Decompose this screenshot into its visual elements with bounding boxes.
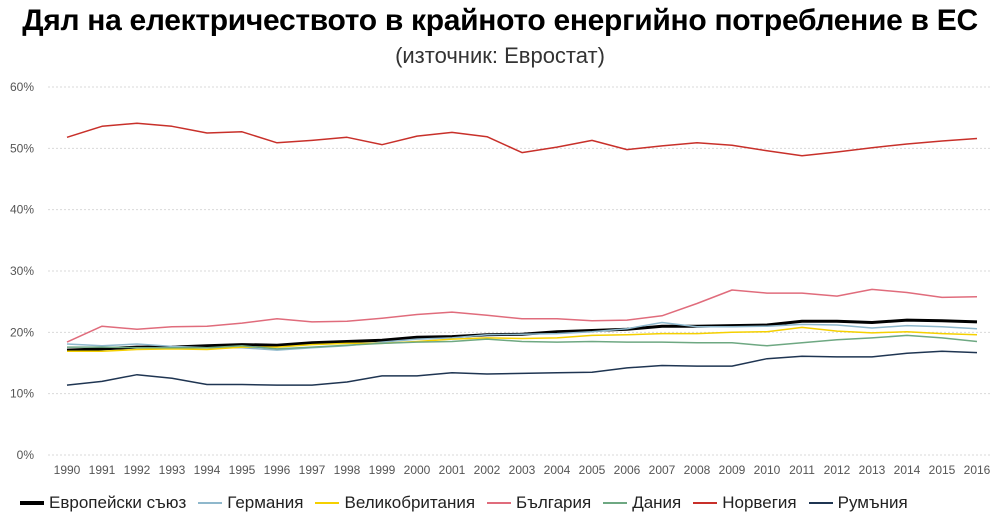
- x-tick-label: 1997: [299, 463, 326, 477]
- x-tick-label: 2008: [684, 463, 711, 477]
- y-tick-label: 20%: [10, 325, 34, 339]
- legend-swatch: [198, 502, 223, 504]
- x-tick-label: 2011: [789, 463, 815, 477]
- x-tick-label: 2004: [544, 463, 571, 477]
- legend-swatch: [487, 502, 512, 504]
- y-tick-label: 10%: [10, 387, 34, 401]
- x-tick-label: 2001: [439, 463, 466, 477]
- legend-item: Великобритания: [315, 493, 475, 513]
- x-tick-label: 2015: [929, 463, 956, 477]
- x-tick-label: 2009: [719, 463, 746, 477]
- legend-item: Румъния: [808, 493, 908, 513]
- x-tick-label: 1992: [124, 463, 151, 477]
- x-tick-label: 2006: [614, 463, 641, 477]
- legend-item: Дания: [603, 493, 681, 513]
- x-axis-ticks: 1990 1991 1992 1993 1994 1995 1996 1997 1998 1999…: [54, 463, 991, 477]
- x-tick-label: 1990: [54, 463, 81, 477]
- x-tick-label: 2007: [649, 463, 676, 477]
- legend-label: Европейски съюз: [49, 493, 187, 512]
- y-tick-label: 50%: [10, 141, 34, 155]
- chart-legend: Европейски съюз Германия Великобритания Бъл…: [20, 493, 990, 513]
- x-tick-label: 1993: [159, 463, 186, 477]
- series-line: [66, 288, 978, 343]
- legend-label: Великобритания: [344, 493, 476, 512]
- x-tick-label: 2000: [404, 463, 431, 477]
- x-tick-label: 1999: [369, 463, 396, 477]
- series-line: [66, 350, 978, 386]
- series-line: [67, 326, 978, 353]
- legend-item: Европейски съюз: [20, 493, 186, 513]
- legend-item: Норвегия: [693, 493, 797, 513]
- legend-swatch: [693, 502, 718, 504]
- x-tick-label: 2016: [964, 463, 991, 477]
- x-tick-label: 1991: [89, 463, 116, 477]
- x-tick-label: 2014: [894, 463, 921, 477]
- x-tick-label: 2012: [824, 463, 851, 477]
- y-tick-label: 40%: [10, 203, 34, 217]
- legend-label: България: [516, 493, 592, 512]
- x-tick-label: 2002: [474, 463, 501, 477]
- chart-subtitle: (източник: Евростат): [395, 43, 605, 68]
- y-axis-ticks: 0% 10% 20% 30% 40% 50% 60%: [10, 80, 34, 462]
- y-tick-label: 30%: [10, 264, 34, 278]
- y-tick-label: 60%: [10, 80, 34, 94]
- legend-label: Дания: [632, 493, 682, 512]
- series-line: [67, 334, 978, 350]
- x-tick-label: 2003: [509, 463, 536, 477]
- x-tick-label: 2010: [754, 463, 781, 477]
- gridlines: [48, 86, 990, 456]
- x-tick-label: 1996: [264, 463, 291, 477]
- legend-label: Норвегия: [722, 493, 797, 512]
- chart-title: Дял на електричеството в крайното енерги…: [22, 4, 978, 37]
- legend-item: Германия: [198, 493, 303, 513]
- legend-swatch: [808, 502, 833, 504]
- series-line: [66, 122, 978, 157]
- x-tick-label: 1995: [229, 463, 256, 477]
- legend-swatch: [315, 502, 340, 504]
- series-lines: [66, 122, 978, 386]
- x-tick-label: 2013: [859, 463, 886, 477]
- x-tick-label: 1998: [334, 463, 361, 477]
- legend-label: Румъния: [837, 493, 908, 512]
- legend-swatch: [603, 502, 628, 504]
- x-tick-label: 1994: [194, 463, 221, 477]
- legend-label: Германия: [227, 493, 304, 512]
- legend-swatch: [20, 501, 44, 505]
- legend-item: България: [487, 493, 591, 513]
- x-tick-label: 2005: [579, 463, 606, 477]
- y-tick-label: 0%: [17, 448, 35, 462]
